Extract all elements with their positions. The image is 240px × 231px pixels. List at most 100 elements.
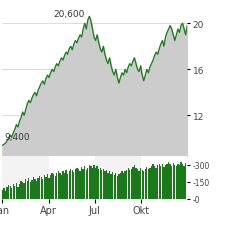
Bar <box>162 164 163 199</box>
Bar <box>135 168 137 199</box>
Bar <box>84 166 85 199</box>
Bar <box>64 173 65 199</box>
Text: 9,400: 9,400 <box>5 132 30 141</box>
Bar <box>14 186 15 199</box>
Bar <box>39 176 40 199</box>
Bar <box>45 177 47 199</box>
Bar <box>86 170 87 199</box>
Bar <box>154 167 155 199</box>
Bar <box>73 172 74 199</box>
Bar <box>149 168 150 199</box>
Bar <box>145 169 146 199</box>
Bar <box>160 166 162 199</box>
Bar <box>96 167 98 199</box>
Bar <box>69 172 70 199</box>
Bar <box>103 169 104 199</box>
Bar <box>20 181 22 199</box>
Bar <box>28 179 30 199</box>
Bar <box>41 177 42 199</box>
Bar <box>114 175 115 199</box>
Bar <box>37 178 39 199</box>
Bar <box>107 173 109 199</box>
Bar <box>177 164 179 199</box>
Bar <box>176 167 177 199</box>
Bar <box>54 176 56 199</box>
Bar <box>127 168 129 199</box>
Bar <box>182 164 183 199</box>
Bar <box>171 166 172 199</box>
Bar <box>13 184 14 199</box>
Bar <box>34 179 36 199</box>
Bar <box>16 183 17 199</box>
Bar <box>168 162 169 199</box>
Bar <box>121 171 123 199</box>
Bar <box>156 168 157 199</box>
Bar <box>166 164 168 199</box>
Bar <box>140 168 141 199</box>
Bar <box>117 176 118 199</box>
Bar <box>44 175 45 199</box>
Bar <box>129 171 130 199</box>
Bar <box>151 166 152 199</box>
Bar <box>120 173 121 199</box>
Bar <box>132 167 133 199</box>
Bar <box>81 167 82 199</box>
Bar <box>36 181 37 199</box>
Bar <box>10 186 11 199</box>
Bar <box>90 167 92 199</box>
Bar <box>59 173 60 199</box>
Bar <box>186 165 188 199</box>
Bar <box>101 171 102 199</box>
Bar <box>157 166 158 199</box>
Bar <box>48 178 50 199</box>
Bar <box>98 170 99 199</box>
Bar <box>159 164 160 199</box>
Bar <box>2 156 48 199</box>
Bar <box>163 167 165 199</box>
Bar <box>142 170 143 199</box>
Bar <box>72 171 73 199</box>
Bar <box>137 170 138 199</box>
Bar <box>169 164 171 199</box>
Bar <box>17 187 18 199</box>
Bar <box>112 172 113 199</box>
Bar <box>138 171 140 199</box>
Bar <box>83 169 84 199</box>
Bar <box>183 166 185 199</box>
Bar <box>95 156 141 199</box>
Bar <box>110 174 112 199</box>
Bar <box>8 185 9 199</box>
Bar <box>109 171 110 199</box>
Bar <box>146 167 147 199</box>
Bar <box>124 172 126 199</box>
Text: 20,600: 20,600 <box>53 10 85 19</box>
Bar <box>143 172 144 199</box>
Bar <box>56 173 57 199</box>
Bar <box>173 163 174 199</box>
Bar <box>165 166 166 199</box>
Bar <box>6 187 8 199</box>
Bar <box>33 177 34 199</box>
Bar <box>134 166 135 199</box>
Bar <box>185 163 186 199</box>
Bar <box>93 166 95 199</box>
Bar <box>11 188 12 199</box>
Bar <box>78 170 79 199</box>
Bar <box>62 171 64 199</box>
Bar <box>148 170 149 199</box>
Bar <box>24 183 25 199</box>
Bar <box>42 179 43 199</box>
Bar <box>5 191 6 199</box>
Bar <box>61 175 62 199</box>
Bar <box>89 165 90 199</box>
Bar <box>31 180 33 199</box>
Bar <box>180 163 182 199</box>
Bar <box>118 175 120 199</box>
Bar <box>50 176 51 199</box>
Bar <box>87 168 89 199</box>
Bar <box>58 172 59 199</box>
Bar <box>92 168 93 199</box>
Bar <box>76 168 78 199</box>
Bar <box>95 168 96 199</box>
Bar <box>51 173 53 199</box>
